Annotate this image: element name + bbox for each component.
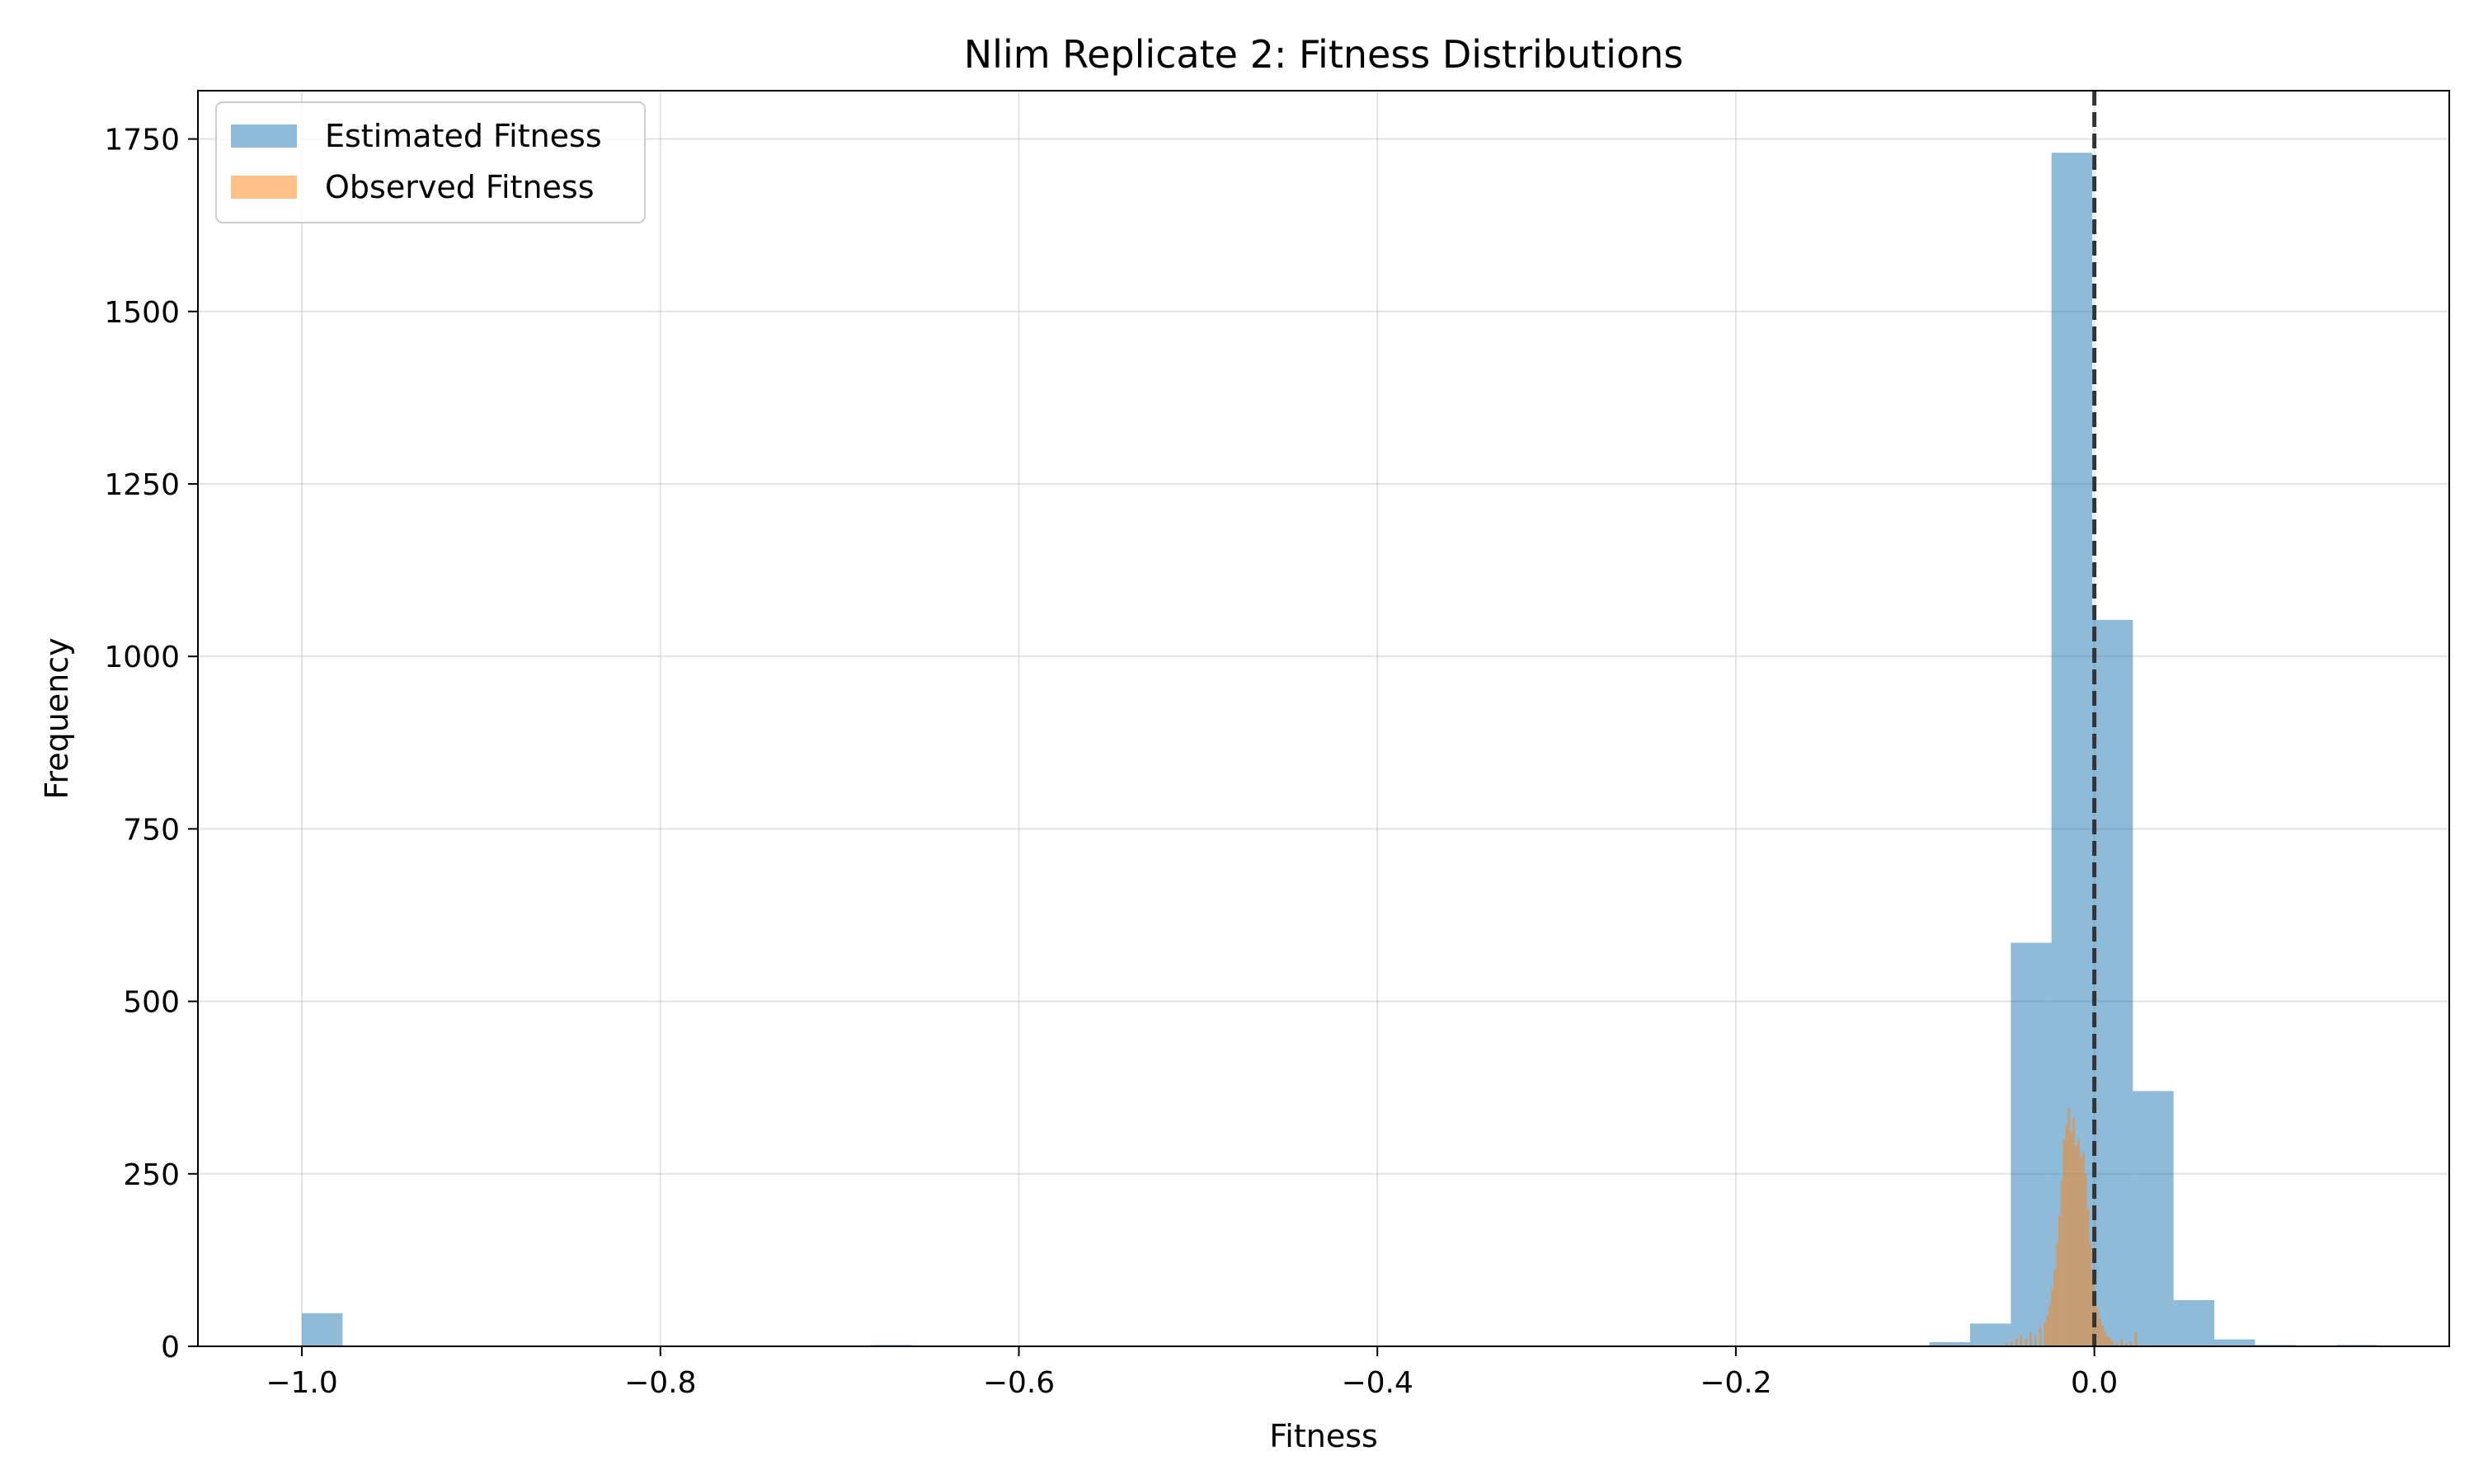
observed-fitness-bar (2091, 1277, 2095, 1346)
estimated-fitness-bar (2173, 1299, 2215, 1346)
observed-fitness-bar (2115, 1341, 2119, 1346)
legend-swatch (231, 124, 297, 148)
observed-fitness-bar (2044, 1322, 2047, 1346)
observed-fitness-bar (2103, 1331, 2106, 1346)
observed-fitness-bar (2055, 1242, 2058, 1346)
observed-fitness-bar (2034, 1336, 2037, 1346)
estimated-fitness-bar (1970, 1323, 2011, 1346)
y-tick-label: 500 (123, 986, 180, 1020)
y-tick-label: 250 (123, 1158, 180, 1192)
observed-fitness-bar (2025, 1339, 2028, 1346)
observed-fitness-bar (2100, 1325, 2104, 1346)
observed-fitness-bar (2072, 1118, 2076, 1346)
observed-fitness-bar (2081, 1153, 2085, 1346)
observed-fitness-bar (2120, 1339, 2124, 1346)
y-tick-label: 0 (161, 1331, 180, 1364)
y-tick-label: 1500 (104, 296, 180, 330)
observed-fitness-bar (2062, 1139, 2066, 1346)
observed-fitness-bar (2105, 1336, 2109, 1346)
x-tick-label: −1.0 (266, 1366, 337, 1400)
observed-fitness-bar (2048, 1304, 2052, 1346)
observed-fitness-bar (2067, 1108, 2071, 1346)
estimated-fitness-bar (2214, 1339, 2255, 1346)
observed-fitness-bar (2108, 1337, 2111, 1346)
legend-box (215, 101, 646, 223)
legend-label: Estimated Fitness (325, 118, 602, 154)
observed-fitness-bar (2079, 1156, 2082, 1346)
estimated-fitness-bar (1929, 1341, 1971, 1346)
observed-fitness-bar (2125, 1343, 2128, 1346)
legend: Estimated Fitness Observed Fitness (215, 101, 646, 223)
observed-fitness-bar (2086, 1208, 2090, 1346)
observed-fitness-bar (2089, 1242, 2092, 1346)
estimated-fitness-bar (2011, 942, 2052, 1346)
estimated-fitness-bar (2133, 1091, 2174, 1346)
x-tick-label: −0.2 (1700, 1366, 1771, 1400)
legend-label: Observed Fitness (325, 169, 595, 205)
y-tick-label: 750 (123, 813, 180, 847)
plot-area-frame (197, 90, 2450, 1347)
x-tick-label: −0.6 (983, 1366, 1055, 1400)
observed-fitness-bar (2039, 1327, 2042, 1346)
observed-fitness-bar (2029, 1332, 2032, 1346)
observed-fitness-bar (2006, 1343, 2008, 1346)
x-tick-label: −0.4 (1341, 1366, 1413, 1400)
x-tick-label: −0.8 (624, 1366, 696, 1400)
observed-fitness-bar (2084, 1173, 2087, 1346)
legend-swatch (231, 176, 297, 199)
chart-title: Nlim Replicate 2: Fitness Distributions (964, 32, 1683, 77)
observed-fitness-bar (2010, 1341, 2013, 1346)
estimated-fitness-bar (302, 1313, 343, 1346)
observed-fitness-bar (2070, 1132, 2073, 1346)
observed-fitness-bar (2053, 1270, 2056, 1346)
observed-fitness-bar (2134, 1332, 2138, 1346)
observed-fitness-bar (2099, 1318, 2101, 1346)
observed-fitness-bar (2075, 1146, 2078, 1346)
y-tick-label: 1750 (104, 124, 180, 157)
y-tick-label: 1000 (104, 641, 180, 674)
y-axis-label: Frequency (39, 637, 75, 799)
observed-fitness-bar (2065, 1125, 2068, 1346)
observed-fitness-bar (2046, 1315, 2049, 1346)
observed-fitness-bar (2015, 1337, 2018, 1346)
observed-fitness-bar (2129, 1341, 2133, 1346)
observed-fitness-bar (2060, 1181, 2063, 1346)
x-tick-label: 0.0 (2071, 1366, 2118, 1400)
axis-ticks: −1.0 −0.8 −0.6 −0.4 −0.2 0.0 0 250 500 750 1000 125… (104, 124, 2118, 1400)
observed-fitness-bar (2051, 1287, 2053, 1346)
estimated-fitness-bar (2092, 619, 2133, 1346)
observed-fitness-bar (2020, 1335, 2023, 1346)
observed-fitness-bar (2096, 1308, 2100, 1346)
observed-fitness-bar (2110, 1341, 2114, 1346)
observed-fitness-bar (2058, 1215, 2061, 1346)
x-axis-label: Fitness (1269, 1418, 1378, 1454)
y-tick-label: 1250 (104, 468, 180, 502)
histogram-bars (302, 153, 2378, 1346)
observed-fitness-bar (2077, 1139, 2080, 1346)
